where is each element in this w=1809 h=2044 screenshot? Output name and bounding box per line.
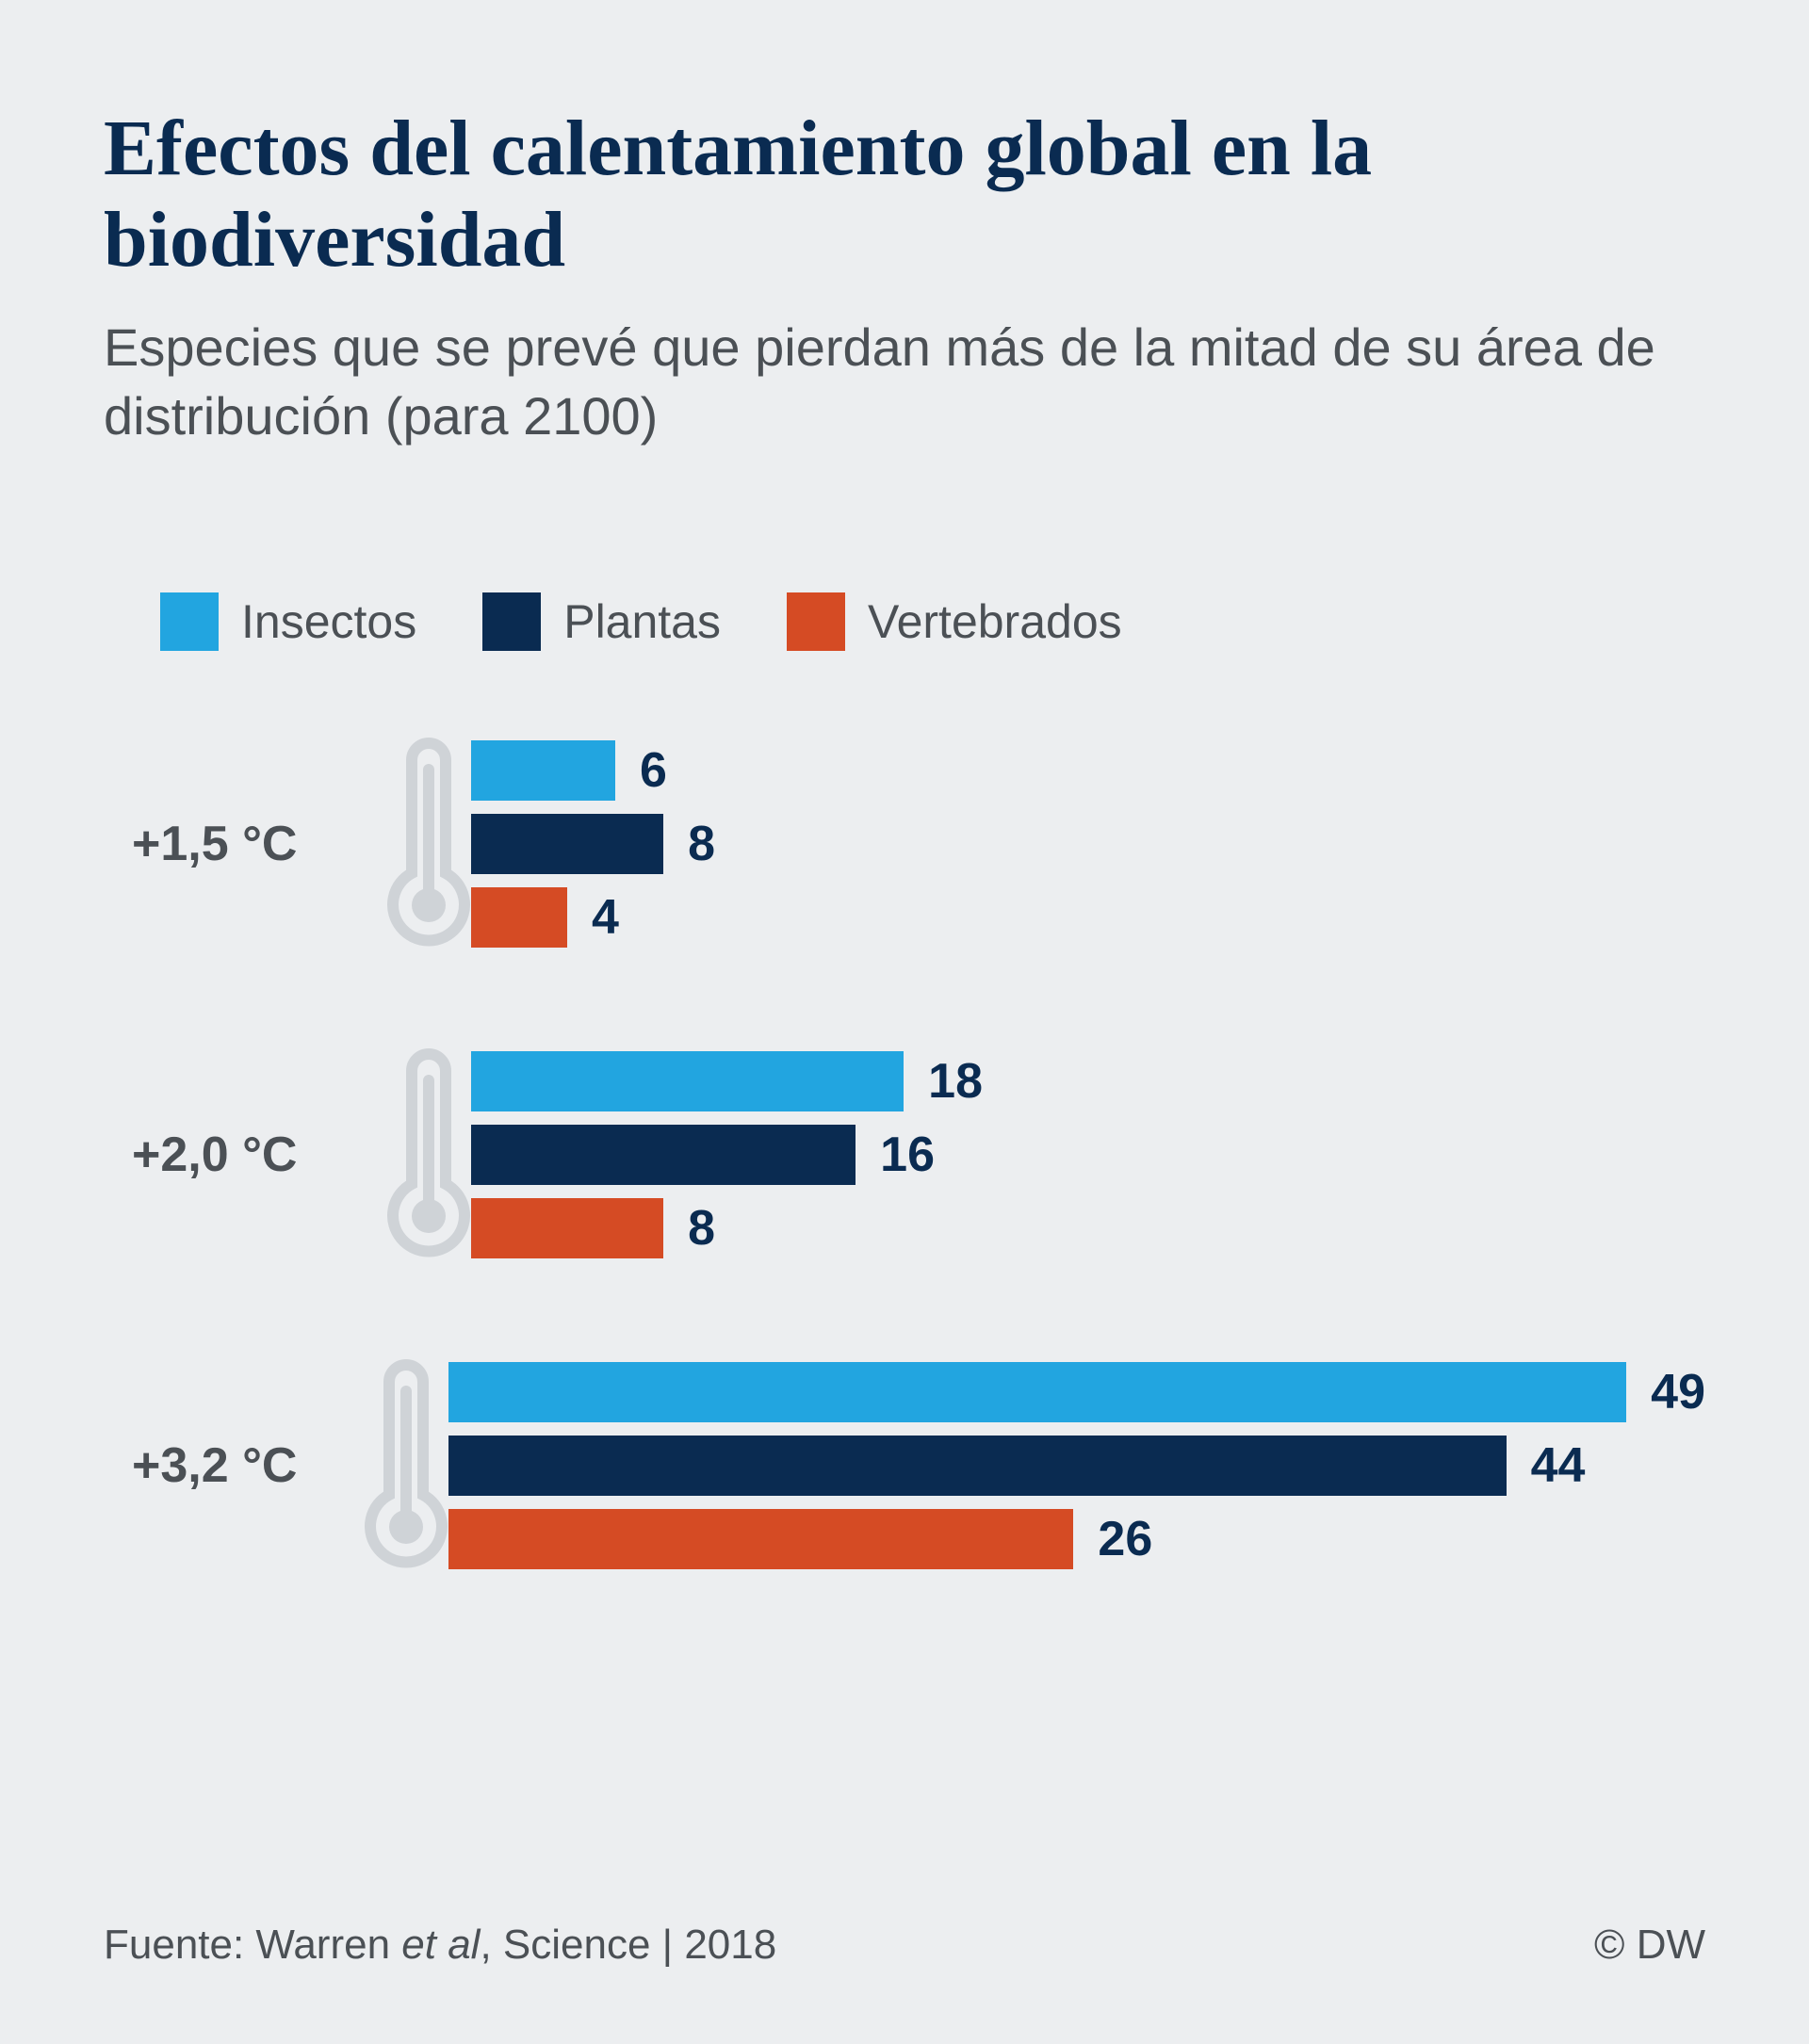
page-subtitle: Especies que se prevé que pierdan más de…: [104, 314, 1705, 451]
infographic-card: Efectos del calentamiento global en la b…: [0, 0, 1809, 2044]
bar-group: +3,2 °C 49 44 26: [132, 1357, 1705, 1574]
bar-group: +2,0 °C 18 16 8: [132, 1046, 1705, 1263]
legend-swatch: [482, 592, 541, 651]
bar: [448, 1362, 1626, 1422]
bar-group: +1,5 °C 68 4: [132, 736, 1705, 952]
bar-row: 18: [471, 1051, 1705, 1111]
bars-container: 18 16 8: [471, 1051, 1705, 1258]
group-label: +1,5 °C: [132, 736, 471, 952]
source-text: Fuente: Warren et al, Science | 2018: [104, 1922, 776, 1969]
footer: Fuente: Warren et al, Science | 2018 © D…: [104, 1922, 1705, 1969]
legend-swatch: [160, 592, 219, 651]
bar: [471, 1051, 904, 1111]
legend-item: Plantas: [482, 592, 721, 651]
bar-value: 4: [592, 889, 619, 946]
bar: [471, 740, 615, 801]
legend-swatch: [787, 592, 845, 651]
legend-label: Plantas: [563, 594, 721, 649]
bar-value: 16: [880, 1127, 935, 1183]
bar-row: 44: [448, 1436, 1705, 1496]
thermometer-icon: [364, 1357, 448, 1574]
bar-row: 26: [448, 1509, 1705, 1569]
temperature-label: +3,2 °C: [132, 1437, 354, 1494]
bar: [471, 1125, 856, 1185]
legend-item: Insectos: [160, 592, 416, 651]
bar-value: 6: [640, 742, 667, 799]
bar-value: 49: [1651, 1364, 1705, 1420]
legend-label: Vertebrados: [868, 594, 1122, 649]
bar-row: 6: [471, 740, 1705, 801]
bar: [448, 1436, 1506, 1496]
chart-area: +1,5 °C684+2,0 °C18168+3,2 °C494426: [104, 736, 1705, 1574]
temperature-label: +2,0 °C: [132, 1127, 377, 1183]
bar-row: 8: [471, 814, 1705, 874]
bar-value: 26: [1098, 1511, 1152, 1567]
bar-row: 49: [448, 1362, 1705, 1422]
copyright-text: © DW: [1594, 1922, 1705, 1969]
bar: [471, 1198, 663, 1258]
legend-item: Vertebrados: [787, 592, 1122, 651]
bar: [471, 814, 663, 874]
bar: [448, 1509, 1073, 1569]
thermometer-icon: [386, 1046, 471, 1263]
bar-value: 44: [1531, 1437, 1586, 1494]
bar-value: 18: [928, 1053, 983, 1110]
thermometer-icon: [386, 736, 471, 952]
page-title: Efectos del calentamiento global en la b…: [104, 104, 1705, 285]
legend: Insectos Plantas Vertebrados: [104, 592, 1705, 651]
legend-label: Insectos: [241, 594, 416, 649]
group-label: +2,0 °C: [132, 1046, 471, 1263]
bar-value: 8: [688, 816, 715, 872]
bar-row: 8: [471, 1198, 1705, 1258]
bars-container: 68 4: [471, 740, 1705, 948]
bar-row: 16: [471, 1125, 1705, 1185]
temperature-label: +1,5 °C: [132, 816, 377, 872]
group-label: +3,2 °C: [132, 1357, 448, 1574]
bar: [471, 887, 567, 948]
bars-container: 49 44 26: [448, 1362, 1705, 1569]
bar-value: 8: [688, 1200, 715, 1257]
bar-row: 4: [471, 887, 1705, 948]
